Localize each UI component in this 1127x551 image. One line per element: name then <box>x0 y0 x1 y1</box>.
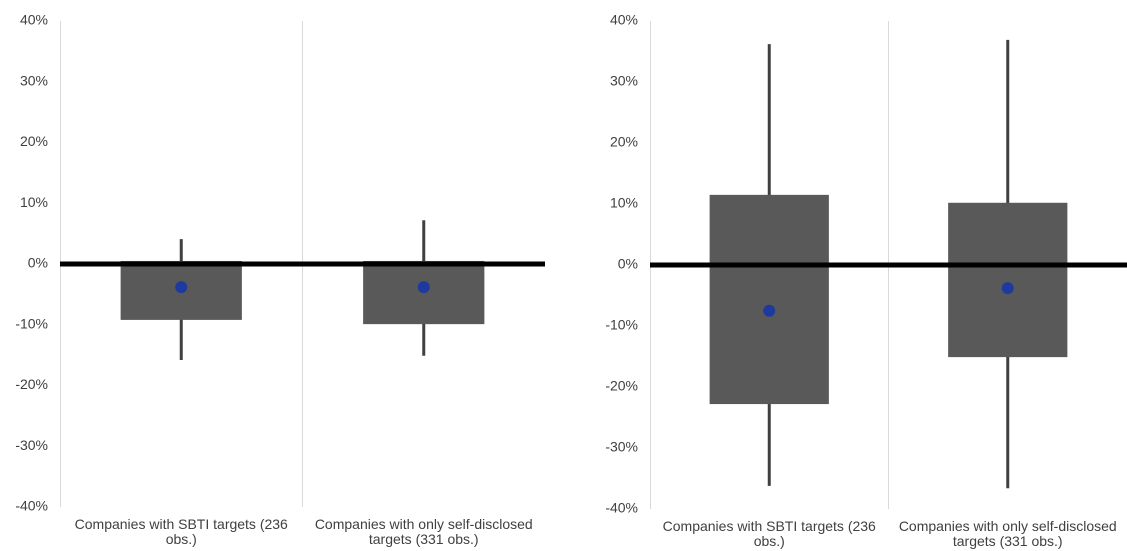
y-tick-label: 40% <box>610 12 638 28</box>
dot <box>417 281 430 294</box>
y-tick-label: -30% <box>15 437 48 453</box>
y-tick-label: -20% <box>605 378 638 394</box>
y-tick-label: -40% <box>605 500 638 516</box>
y-tick-label: -20% <box>15 376 48 392</box>
dot <box>763 304 776 317</box>
y-tick-label: 10% <box>20 194 48 210</box>
x-tick-label: Companies with only self-disclosed targe… <box>898 518 1117 549</box>
y-tick-label: 20% <box>610 134 638 150</box>
box <box>709 194 829 405</box>
y-tick-label: 30% <box>610 73 638 89</box>
x-tick-label: Companies with SBTI targets (236 obs.) <box>74 516 288 547</box>
x-tick-label: Companies with SBTI targets (236 obs.) <box>662 518 876 549</box>
y-tick-label: 20% <box>20 133 48 149</box>
y-tick-label: 0% <box>28 255 48 271</box>
y-tick-label: 10% <box>610 195 638 211</box>
y-tick-label: -30% <box>605 439 638 455</box>
y-tick-label: -40% <box>15 498 48 514</box>
y-tick-label: -10% <box>15 315 48 331</box>
y-tick-label: 0% <box>618 256 638 272</box>
dot <box>1001 282 1014 295</box>
dot <box>175 281 188 294</box>
x-tick-label: Companies with only self-disclosed targe… <box>314 516 533 547</box>
y-tick-label: -10% <box>605 317 638 333</box>
box <box>948 202 1068 358</box>
y-tick-label: 30% <box>20 72 48 88</box>
y-tick-label: 40% <box>20 12 48 28</box>
